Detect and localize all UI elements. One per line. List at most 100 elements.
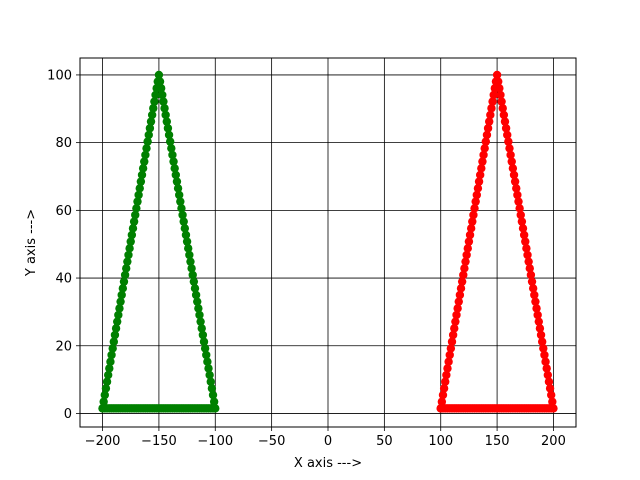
data-point xyxy=(506,150,515,160)
data-point xyxy=(514,197,523,206)
data-point xyxy=(455,290,465,300)
data-point xyxy=(105,364,114,373)
data-point xyxy=(127,230,137,240)
data-point xyxy=(483,124,493,133)
data-point xyxy=(177,204,186,213)
data-point xyxy=(465,230,475,240)
data-point xyxy=(170,164,179,173)
data-point xyxy=(471,197,480,206)
data-point xyxy=(113,317,122,326)
data-point xyxy=(184,244,193,253)
x-tick-label: 150 xyxy=(485,434,510,449)
series-1 xyxy=(98,70,220,413)
data-point xyxy=(199,337,209,346)
data-point xyxy=(108,344,117,353)
data-point xyxy=(149,104,158,113)
data-point xyxy=(182,237,192,246)
data-point xyxy=(460,264,469,273)
data-point xyxy=(163,124,173,133)
data-point xyxy=(122,264,131,273)
x-tick-label: 0 xyxy=(324,434,332,449)
data-point xyxy=(102,377,112,386)
data-point xyxy=(190,284,200,293)
data-point xyxy=(444,357,453,366)
data-point xyxy=(531,297,540,306)
data-point xyxy=(436,404,445,413)
data-point xyxy=(474,177,484,186)
data-point xyxy=(537,337,547,346)
data-point xyxy=(479,150,488,160)
data-point xyxy=(475,170,485,180)
data-point xyxy=(469,210,478,220)
data-point xyxy=(111,324,121,333)
data-point xyxy=(143,137,152,146)
data-point xyxy=(110,330,120,340)
data-point xyxy=(462,250,471,260)
data-point xyxy=(123,257,132,266)
data-point xyxy=(451,317,460,326)
data-point xyxy=(542,364,551,373)
data-point xyxy=(103,370,113,380)
data-point xyxy=(181,230,191,240)
data-point xyxy=(477,164,486,173)
data-point xyxy=(478,157,487,166)
data-point xyxy=(136,177,146,186)
x-tick-label: 200 xyxy=(541,434,566,449)
data-point xyxy=(522,244,531,253)
data-point xyxy=(445,350,454,360)
data-point xyxy=(481,137,491,146)
data-point xyxy=(497,97,506,106)
data-point xyxy=(532,304,541,313)
data-point xyxy=(116,297,125,306)
data-point xyxy=(140,157,149,166)
data-point xyxy=(134,190,143,200)
data-point xyxy=(209,397,219,406)
data-point xyxy=(176,197,185,206)
data-point xyxy=(453,304,462,313)
data-point xyxy=(541,357,550,366)
data-point xyxy=(452,310,461,320)
data-point xyxy=(464,237,474,246)
data-point xyxy=(178,210,187,220)
data-point xyxy=(126,237,135,246)
data-point xyxy=(144,130,153,140)
y-tick-label: 40 xyxy=(55,272,72,287)
data-point xyxy=(534,317,543,326)
data-point xyxy=(457,277,467,286)
data-point xyxy=(117,290,126,300)
data-point xyxy=(131,210,140,220)
data-point xyxy=(521,237,530,246)
data-point xyxy=(173,184,183,193)
data-point xyxy=(198,330,208,340)
data-point xyxy=(488,97,497,106)
data-point xyxy=(516,210,525,220)
data-point xyxy=(146,117,156,126)
data-point xyxy=(442,370,451,380)
data-point xyxy=(165,137,175,146)
data-point xyxy=(512,184,521,193)
data-point xyxy=(482,130,492,140)
data-point xyxy=(207,384,217,393)
data-point xyxy=(197,324,206,333)
data-point xyxy=(530,290,539,300)
y-tick-label: 80 xyxy=(55,136,72,151)
data-point xyxy=(498,104,507,113)
data-point xyxy=(179,217,188,226)
data-point xyxy=(169,157,178,166)
data-point xyxy=(518,224,528,233)
y-tick-label: 20 xyxy=(55,339,72,354)
data-point xyxy=(448,330,458,340)
data-point xyxy=(137,170,147,180)
data-point xyxy=(504,137,513,146)
data-point xyxy=(438,390,448,400)
x-tick-label: −150 xyxy=(141,434,177,449)
data-point xyxy=(175,190,184,200)
data-point xyxy=(525,264,534,273)
data-point xyxy=(118,284,128,293)
data-point xyxy=(150,97,159,106)
data-point xyxy=(528,284,538,293)
y-tick-label: 60 xyxy=(55,204,72,219)
data-point xyxy=(473,184,483,193)
data-point xyxy=(186,257,195,266)
data-point xyxy=(443,364,452,373)
